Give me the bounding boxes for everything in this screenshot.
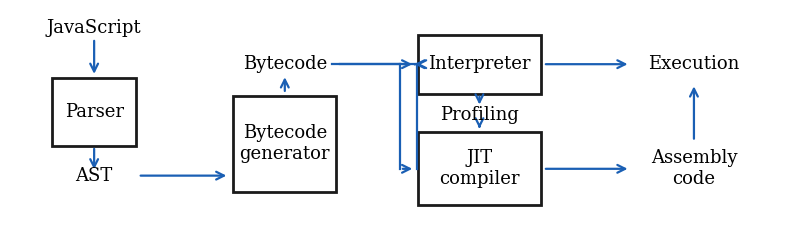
Text: AST: AST: [75, 167, 113, 185]
Text: Interpreter: Interpreter: [428, 55, 530, 73]
Text: Assembly
code: Assembly code: [650, 149, 737, 188]
Text: Bytecode: Bytecode: [242, 55, 327, 73]
FancyBboxPatch shape: [418, 35, 541, 94]
Text: JIT
compiler: JIT compiler: [439, 149, 520, 188]
Text: Profiling: Profiling: [440, 106, 519, 124]
Text: Bytecode
generator: Bytecode generator: [239, 124, 330, 163]
Text: Execution: Execution: [648, 55, 740, 73]
Text: JavaScript: JavaScript: [47, 19, 142, 37]
FancyBboxPatch shape: [418, 132, 541, 205]
FancyBboxPatch shape: [53, 78, 136, 146]
Text: Parser: Parser: [65, 103, 124, 121]
FancyBboxPatch shape: [233, 96, 337, 192]
